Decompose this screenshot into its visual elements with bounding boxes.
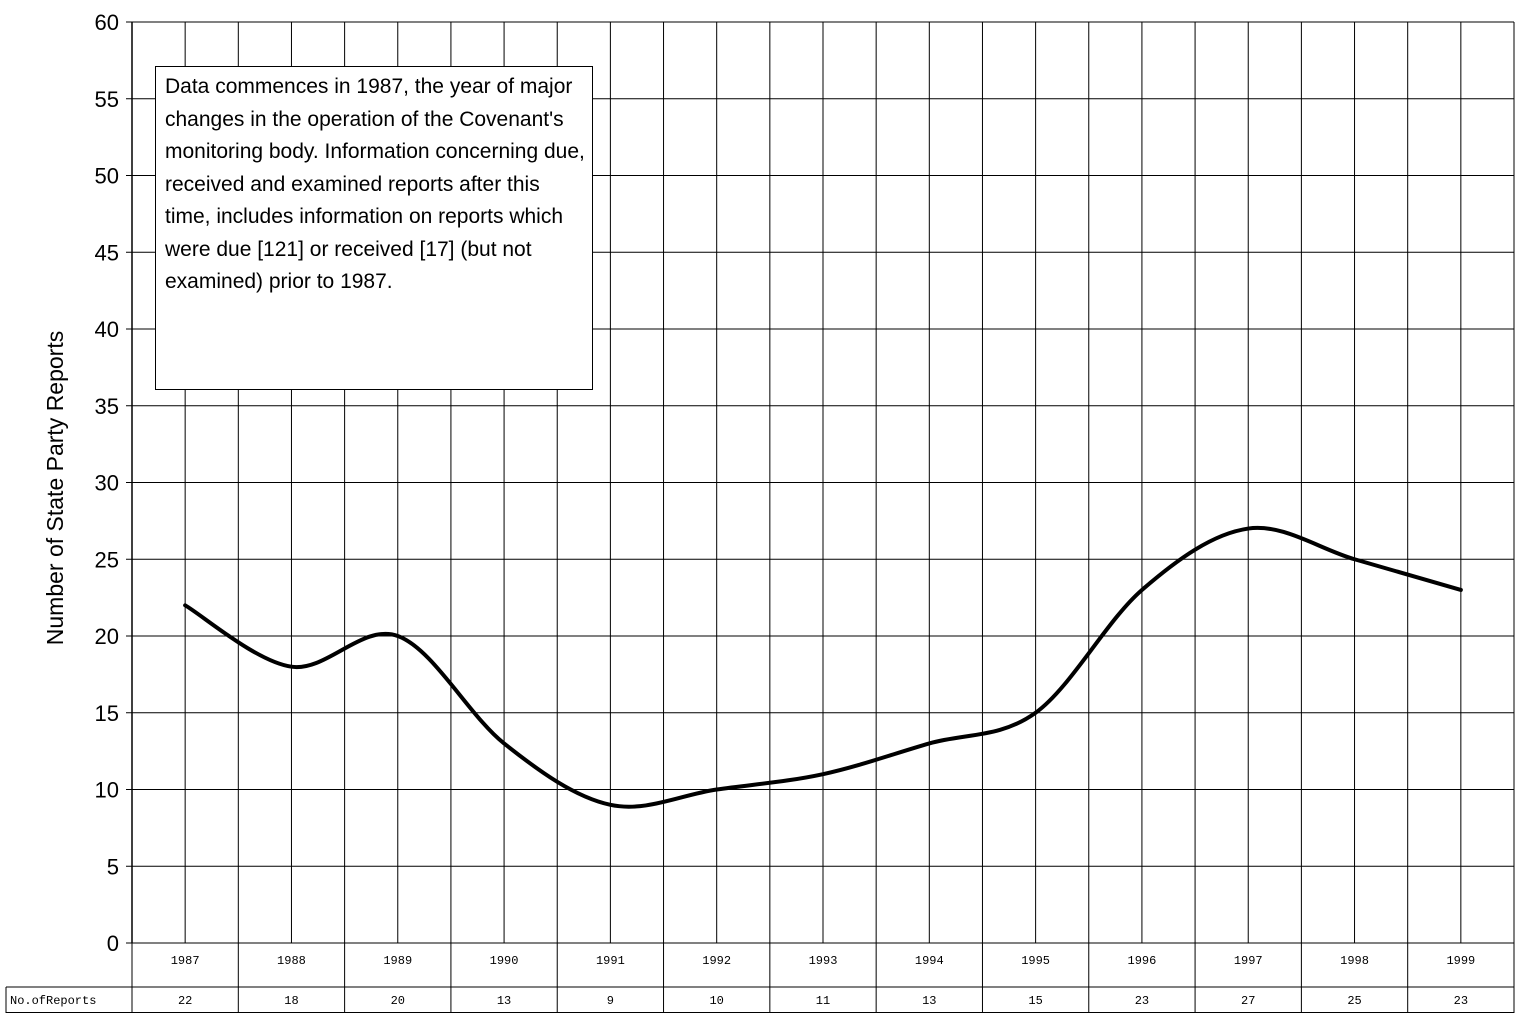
x-tick-label: 1991: [596, 954, 625, 968]
data-point: [184, 604, 186, 606]
y-axis-title: Number of State Party Reports: [42, 331, 68, 645]
annotation-text: Data commences in 1987, the year of majo…: [165, 75, 585, 293]
table-cell-value: 20: [391, 994, 405, 1008]
data-point: [290, 666, 292, 668]
data-point: [1035, 712, 1037, 714]
table-cell-value: 22: [178, 994, 192, 1008]
data-point: [397, 635, 399, 637]
x-tick-label: 1989: [383, 954, 412, 968]
table-cell-value: 10: [709, 994, 723, 1008]
data-point: [1354, 558, 1356, 560]
x-tick-label: 1993: [809, 954, 838, 968]
table-row-label: No.ofReports: [10, 994, 96, 1008]
data-point: [1460, 589, 1462, 591]
data-point: [503, 742, 505, 744]
x-tick-label: 1987: [171, 954, 200, 968]
data-point: [609, 804, 611, 806]
x-tick-label: 1988: [277, 954, 306, 968]
table-cell-value: 13: [922, 994, 936, 1008]
y-tick-label: 5: [107, 854, 119, 879]
x-tick-label: 1995: [1021, 954, 1050, 968]
y-tick-label: 30: [95, 471, 119, 496]
data-point: [1247, 528, 1249, 530]
series-line-group: [183, 525, 1463, 809]
x-tick-label: 1990: [490, 954, 519, 968]
x-tick-label: 1992: [702, 954, 731, 968]
x-tick-label: 1997: [1234, 954, 1263, 968]
data-point: [716, 789, 718, 790]
annotation-note: Data commences in 1987, the year of majo…: [155, 66, 593, 390]
y-tick-label: 0: [107, 931, 119, 956]
table-cell-value: 9: [607, 994, 614, 1008]
data-point: [1141, 589, 1143, 591]
table-cell-value: 18: [284, 994, 298, 1008]
data-point: [928, 742, 930, 744]
data-table: No.ofReports 1987 22 1988 18 1989 20 1990 13 1991…: [5, 954, 1514, 1013]
y-tick-label: 25: [95, 547, 119, 572]
y-tick-label: 15: [95, 701, 119, 726]
y-tick-label: 60: [95, 10, 119, 35]
x-tick-label: 1994: [915, 954, 944, 968]
table-cell-value: 11: [816, 994, 830, 1008]
y-tick-label: 20: [95, 624, 119, 649]
y-tick-label: 45: [95, 240, 119, 265]
table-cell-value: 27: [1241, 994, 1255, 1008]
x-tick-label: 1999: [1446, 954, 1475, 968]
data-point: [822, 773, 824, 775]
table-cell-value: 15: [1028, 994, 1042, 1008]
table-cell-value: 23: [1454, 994, 1468, 1008]
y-tick-label: 40: [95, 317, 119, 342]
table-cell-value: 23: [1135, 994, 1149, 1008]
table-cell-value: 13: [497, 994, 511, 1008]
y-tick-label: 10: [95, 778, 119, 803]
x-tick-label: 1996: [1128, 954, 1157, 968]
y-axis-ticks: 0 5 10 15 20 25 30 35 40 45 50 55 60: [95, 10, 132, 956]
table-cell-value: 25: [1347, 994, 1361, 1008]
y-tick-label: 50: [95, 164, 119, 189]
y-tick-label: 55: [95, 87, 119, 112]
y-tick-label: 35: [95, 394, 119, 419]
x-tick-label: 1998: [1340, 954, 1369, 968]
